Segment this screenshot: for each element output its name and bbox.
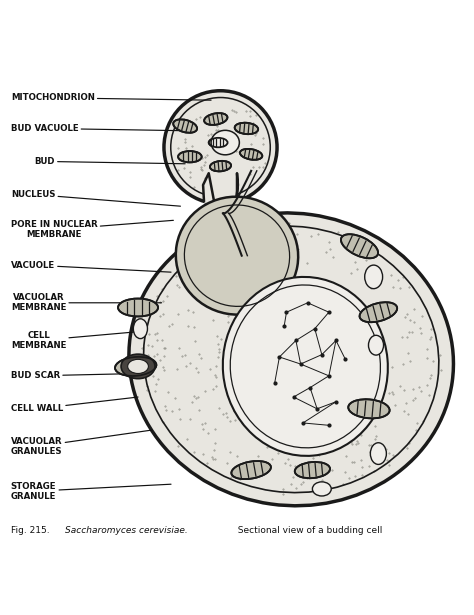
Ellipse shape: [209, 138, 228, 147]
Ellipse shape: [341, 234, 378, 258]
Text: PORE IN NUCLEAR
MEMBRANE: PORE IN NUCLEAR MEMBRANE: [11, 220, 173, 239]
Ellipse shape: [295, 462, 330, 478]
Ellipse shape: [115, 357, 156, 376]
Text: VACUOLAR
GRANULES: VACUOLAR GRANULES: [11, 430, 152, 456]
Ellipse shape: [231, 461, 271, 479]
Text: BUD SCAR: BUD SCAR: [11, 371, 140, 380]
Text: BUD VACUOLE: BUD VACUOLE: [11, 124, 190, 133]
Text: CELL
MEMBRANE: CELL MEMBRANE: [11, 331, 145, 350]
Text: Sectional view of a budding cell: Sectional view of a budding cell: [232, 526, 383, 534]
Text: NUCLEUS: NUCLEUS: [11, 190, 181, 206]
Ellipse shape: [211, 130, 239, 155]
Ellipse shape: [368, 335, 383, 355]
Polygon shape: [203, 172, 238, 203]
Ellipse shape: [178, 151, 201, 162]
Ellipse shape: [348, 399, 390, 418]
Ellipse shape: [133, 319, 147, 339]
Ellipse shape: [118, 298, 158, 317]
Ellipse shape: [129, 213, 454, 506]
Ellipse shape: [360, 302, 397, 322]
Ellipse shape: [240, 149, 262, 160]
Text: STORAGE
GRANULE: STORAGE GRANULE: [11, 482, 171, 501]
Ellipse shape: [173, 119, 197, 133]
Ellipse shape: [176, 197, 298, 315]
Text: VACUOLE: VACUOLE: [11, 261, 171, 272]
Ellipse shape: [210, 161, 231, 172]
Text: Saccharomyces cerevisiae.: Saccharomyces cerevisiae.: [65, 526, 188, 534]
Text: CELL WALL: CELL WALL: [11, 397, 138, 413]
Ellipse shape: [235, 123, 258, 134]
Text: Fig. 215.: Fig. 215.: [11, 526, 55, 534]
Ellipse shape: [312, 482, 331, 496]
Ellipse shape: [121, 354, 155, 379]
Ellipse shape: [128, 359, 148, 373]
Text: MITOCHONDRION: MITOCHONDRION: [11, 93, 211, 102]
Ellipse shape: [204, 113, 228, 125]
Text: BUD: BUD: [35, 157, 185, 166]
Text: VACUOLAR
MEMBRANE: VACUOLAR MEMBRANE: [11, 293, 162, 312]
Ellipse shape: [365, 265, 383, 288]
Ellipse shape: [223, 277, 388, 456]
Ellipse shape: [164, 91, 277, 204]
Ellipse shape: [370, 443, 386, 464]
